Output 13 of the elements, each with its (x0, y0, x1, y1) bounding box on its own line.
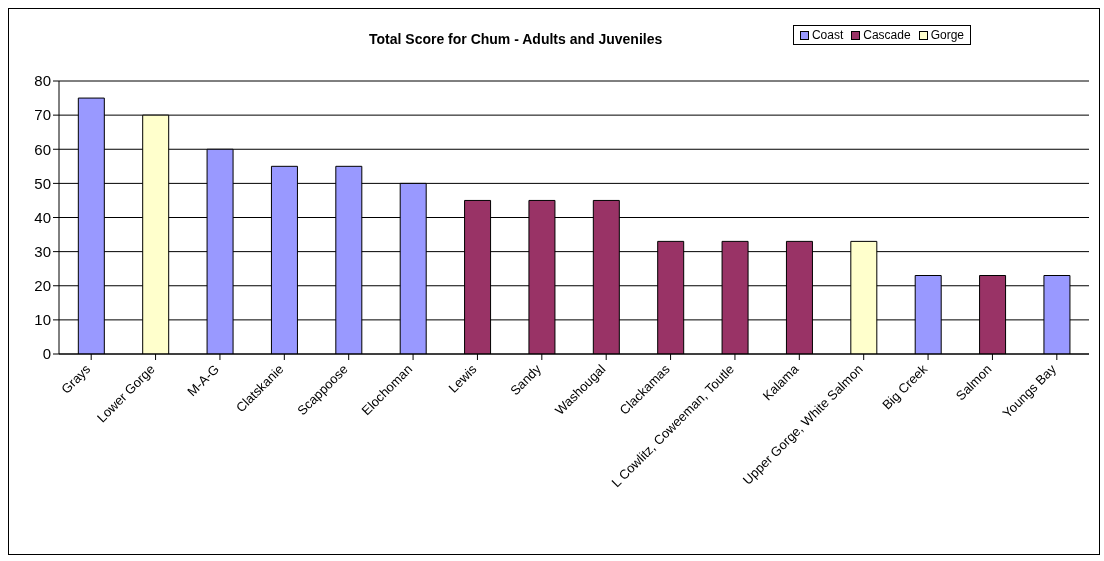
chart-title: Total Score for Chum - Adults and Juveniles (369, 31, 663, 47)
y-tick-label: 60 (34, 140, 51, 158)
y-tick-label: 30 (34, 242, 51, 260)
y-tick-label: 40 (34, 208, 51, 226)
y-tick-label: 50 (34, 174, 51, 192)
legend-label: Cascade (862, 28, 911, 42)
y-tick-label: 0 (42, 345, 51, 363)
y-tick-label: 10 (34, 311, 51, 329)
y-tick-label: 20 (34, 277, 51, 295)
y-tick-label: 70 (34, 106, 51, 124)
legend-label: Coast (810, 28, 844, 42)
legend-label: Gorge (929, 28, 964, 42)
y-tick-label: 80 (34, 72, 51, 90)
